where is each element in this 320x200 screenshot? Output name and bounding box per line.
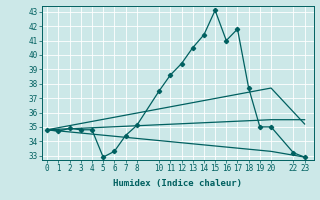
X-axis label: Humidex (Indice chaleur): Humidex (Indice chaleur) [113,179,242,188]
